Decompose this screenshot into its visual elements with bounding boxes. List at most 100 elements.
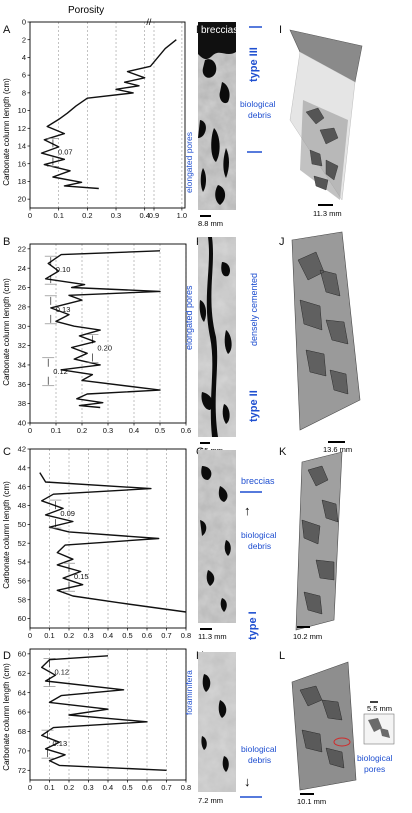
y-tick-label-b: 24 [18,264,26,273]
y-tick-label-b: 36 [18,380,26,389]
ct-g-label-debris-2: debris [248,541,271,551]
x-tick-label-c: 0.3 [83,631,93,640]
x-tick-label-c: 0 [28,631,32,640]
porosity-line-b [44,250,161,409]
y-tick-label-b: 26 [18,283,26,292]
y-tick-label-a: 14 [18,142,26,151]
y-tick-label-a: 8 [22,88,26,97]
annotation-label-b: 0.10 [56,265,71,274]
annotation-label-d: 0.12 [55,667,70,676]
ct-h-label-debris-2: debris [248,755,271,765]
y-tick-label-c: 42 [18,445,26,454]
y-axis-title-a: Carbonate column length (cm) [2,78,11,186]
annotation-label-d: 0.13 [53,739,68,748]
x-tick-label-a: 0.4 [139,211,149,220]
y-tick-label-a: 0 [22,18,26,27]
render-j-scale: 13.6 mm [323,445,352,454]
ct-panel-g: G breccias ↑ biological debris type I 11… [196,446,277,641]
x-tick-label-b: 0.3 [103,426,113,435]
render-l-label-pores: pores [364,764,385,774]
y-tick-label-c: 46 [18,482,26,491]
y-tick-label-b: 32 [18,341,26,350]
x-tick-label-b: 0.6 [181,426,191,435]
y-tick-label-c: 60 [18,614,26,623]
x-tick-label-d: 0.4 [103,783,113,792]
y-tick-label-a: 18 [18,177,26,186]
y-tick-label-a: 10 [18,106,26,115]
x-tick-label-c: 0.6 [142,631,152,640]
annotation-label-b: 0.20 [97,344,112,353]
axis-break-mark-a: // [146,17,152,27]
x-tick-label-d: 0.1 [44,783,54,792]
y-tick-label-b: 22 [18,244,26,253]
y-tick-label-d: 68 [18,727,26,736]
ct-e-label-debris-2: debris [248,110,271,120]
x-tick-label-b: 0 [28,426,32,435]
render-l-scale: 10.1 mm [297,797,326,806]
ct-e-label-type: type III [248,47,260,82]
y-tick-label-c: 58 [18,595,26,604]
ct-f-label-elongated: elongated pores [184,285,194,350]
y-tick-label-b: 40 [18,419,26,428]
annotation-label-c: 0.15 [74,572,89,581]
y-tick-label-a: 4 [22,53,26,62]
panel-letter-b: B [3,236,10,248]
panel-letter-i: I [279,24,282,36]
y-tick-label-c: 54 [18,558,26,567]
ct-e-label-breccias: breccias [201,25,238,36]
render-l-label-biological: biological [357,753,393,763]
y-axis-title-c: Carbonate column length (cm) [2,481,11,589]
x-tick-label-d: 0 [28,783,32,792]
panel-letter-l: L [279,650,285,662]
y-tick-label-a: 12 [18,124,26,133]
x-tick-label-c: 0.1 [44,631,54,640]
ct-h-label-debris-1: biological [241,744,277,754]
ct-e-label-debris-1: biological [240,99,276,109]
x-tick-label-a: 0.9 [149,211,159,220]
render-panel-k: K 10.2 mm [279,446,343,641]
ct-f-label-cemented: densely cemented [249,273,259,346]
ct-g-label-type: type I [247,611,259,640]
y-tick-label-b: 34 [18,361,26,370]
y-tick-label-c: 50 [18,520,26,529]
x-tick-label-b: 0.4 [129,426,139,435]
y-tick-label-d: 60 [18,649,26,658]
y-tick-label-b: 28 [18,302,26,311]
y-tick-label-d: 70 [18,746,26,755]
ct-e-label-elongated: elongated pores [184,132,194,193]
ct-panel-f: F elongated pores densely cemented type … [184,236,260,455]
ct-h-label-foraminifera: foraminifera [184,670,194,715]
x-tick-label-a: 0.3 [111,211,121,220]
x-tick-label-b: 0.1 [51,426,61,435]
porosity-line-a [40,39,177,190]
x-tick-label-c: 0.2 [64,631,74,640]
y-tick-label-b: 30 [18,322,26,331]
porosity-axis-title: Porosity [68,5,104,16]
render-k-scale: 10.2 mm [293,632,322,641]
panel-letter-d: D [3,650,11,662]
x-tick-label-a: 1.0 [177,211,187,220]
x-tick-label-a: 0.1 [53,211,63,220]
annotation-label-b: 0.12 [53,367,68,376]
annotation-label-c: 0.09 [60,509,75,518]
ct-f-label-type: type II [248,390,260,422]
annotation-label-a: 0.07 [58,147,73,156]
y-tick-label-c: 56 [18,576,26,585]
x-tick-label-c: 0.7 [161,631,171,640]
panel-letter-j: J [279,236,285,248]
y-tick-label-d: 66 [18,708,26,717]
x-tick-label-c: 0.4 [103,631,113,640]
ct-panel-e: E breccias type III biological debris el… [184,22,276,228]
panel-letter-c: C [3,446,11,458]
ct-g-scale: 11.3 mm [198,632,227,641]
x-tick-label-b: 0.2 [77,426,87,435]
render-panel-l: L 5.5 mm biological pores 10.1 mm [279,650,395,806]
ct-g-label-debris-1: biological [241,530,277,540]
plot-panel-c: C Carbonate column length (cm) 0 0.1 0.2 0.… [2,445,191,640]
x-tick-label-d: 0.2 [64,783,74,792]
y-tick-label-a: 16 [18,159,26,168]
x-tick-label-d: 0.8 [181,783,191,792]
y-tick-label-c: 44 [18,463,26,472]
ct-g-up-arrow: ↑ [244,503,251,518]
